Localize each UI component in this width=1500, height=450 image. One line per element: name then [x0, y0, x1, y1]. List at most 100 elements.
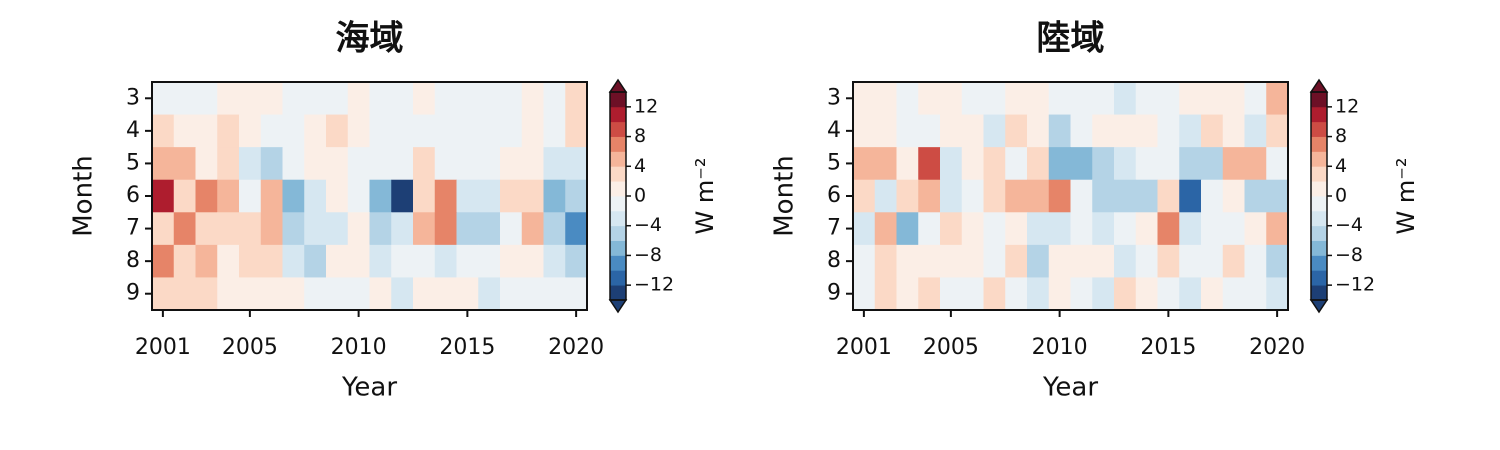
heatmap-cell [152, 147, 175, 181]
heatmap-cell [173, 212, 196, 246]
colorbar-segment [1311, 225, 1327, 241]
heatmap-cell [874, 212, 897, 246]
heatmap-cell [940, 244, 963, 278]
heatmap-cell [173, 82, 196, 116]
heatmap-cell [260, 212, 283, 246]
heatmap-cell [173, 179, 196, 213]
heatmap-cell [918, 147, 941, 181]
heatmap-cell [239, 82, 262, 116]
heatmap-cell [983, 277, 1006, 311]
heatmap-cell [1048, 82, 1071, 116]
heatmap-cell [1005, 114, 1028, 148]
heatmap-cell [1048, 277, 1071, 311]
y-tick-label: 5 [827, 150, 841, 175]
heatmap-cell [434, 277, 457, 311]
heatmap-cell [1157, 147, 1180, 181]
x-tick-label: 2015 [439, 335, 495, 360]
heatmap-cell [347, 244, 370, 278]
heatmap-cell [1092, 179, 1115, 213]
heatmap-cell [1027, 147, 1050, 181]
heatmap-cell [1135, 114, 1158, 148]
heatmap-cell [282, 114, 305, 148]
heatmap-cell [1179, 114, 1202, 148]
heatmap-cell [413, 244, 436, 278]
heatmap-cell [1070, 244, 1093, 278]
heatmap-cell [260, 277, 283, 311]
heatmap-cell [521, 212, 544, 246]
heatmap-cell [1222, 114, 1245, 148]
heatmap-cell [874, 179, 897, 213]
colorbar-arrow-bottom [1309, 299, 1329, 314]
colorbar-segment [1311, 270, 1327, 286]
colorbar-segment [1311, 106, 1327, 123]
heatmap-cell [543, 114, 566, 148]
heatmap-cell [326, 82, 349, 116]
heatmap-cell [565, 82, 588, 116]
heatmap-cell [1027, 244, 1050, 278]
heatmap-cell [543, 277, 566, 311]
heatmap-cell [1266, 179, 1289, 213]
heatmap-cell [413, 82, 436, 116]
heatmap-cell [304, 114, 327, 148]
heatmap-cell [260, 147, 283, 181]
heatmap-cell [1179, 179, 1202, 213]
colorbar-segment [1311, 92, 1327, 108]
heatmap-cell [1092, 147, 1115, 181]
heatmap-cell [1266, 147, 1289, 181]
heatmap-cell [217, 114, 240, 148]
colorbar-segment [610, 225, 626, 241]
colorbar-arrow-bottom [608, 299, 628, 314]
heatmap-cell [853, 244, 876, 278]
heatmap-cell [152, 114, 175, 148]
heatmap-cell [1266, 212, 1289, 246]
heatmap-cell [918, 277, 941, 311]
heatmap-cell [918, 179, 941, 213]
heatmap-cell [195, 82, 218, 116]
heatmap-cell [1027, 179, 1050, 213]
heatmap-cell [896, 114, 919, 148]
heatmap-cell [1048, 179, 1071, 213]
x-tick-label: 2020 [548, 335, 604, 360]
heatmap-cell [983, 212, 1006, 246]
heatmap-cell [1266, 244, 1289, 278]
heatmap-cell [565, 212, 588, 246]
heatmap-cell [152, 277, 175, 311]
heatmap-cell [347, 179, 370, 213]
heatmap-cell [173, 244, 196, 278]
heatmap-cell [1048, 147, 1071, 181]
heatmap-cell [434, 147, 457, 181]
heatmap-cell [1222, 244, 1245, 278]
heatmap-cell [1048, 244, 1071, 278]
y-tick-label: 7 [827, 216, 841, 241]
heatmap-cell [369, 114, 392, 148]
heatmap-cell [217, 244, 240, 278]
heatmap-cell [195, 277, 218, 311]
heatmap-cell [1244, 212, 1267, 246]
heatmap-cell [1027, 114, 1050, 148]
heatmap-cell [1157, 212, 1180, 246]
heatmap-cell [940, 277, 963, 311]
colorbar-tick-label: −12 [1335, 274, 1375, 296]
heatmap-cell [326, 114, 349, 148]
heatmap-cell [1179, 82, 1202, 116]
heatmap-cell [500, 212, 523, 246]
colorbar-tick-label: 8 [634, 125, 646, 147]
heatmap-cell [896, 277, 919, 311]
heatmap-cell [896, 244, 919, 278]
heatmap-cell [940, 114, 963, 148]
heatmap-cell [543, 212, 566, 246]
heatmap-cell [543, 244, 566, 278]
heatmap-cell [195, 212, 218, 246]
heatmap-cell [391, 82, 414, 116]
heatmap-cell [413, 114, 436, 148]
heatmap-cell [456, 244, 479, 278]
heatmap-cell [282, 244, 305, 278]
heatmap-cell [478, 147, 501, 181]
heatmap-cell [173, 277, 196, 311]
colorbar-tick-label: 0 [1335, 185, 1347, 207]
heatmap-cell [173, 114, 196, 148]
heatmap-cell [1114, 179, 1137, 213]
heatmap-cell [1157, 82, 1180, 116]
heatmap-cell [1005, 277, 1028, 311]
heatmap-cell [304, 277, 327, 311]
